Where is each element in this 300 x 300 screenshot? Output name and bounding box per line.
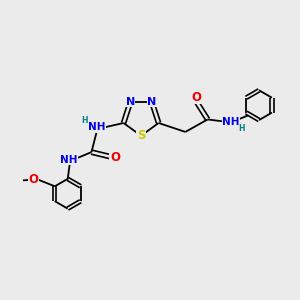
Text: N: N (126, 97, 135, 107)
Text: N: N (147, 97, 157, 107)
Text: NH: NH (60, 155, 78, 165)
Text: O: O (110, 151, 120, 164)
Text: H: H (82, 116, 88, 124)
Text: O: O (28, 173, 38, 186)
Text: NH: NH (222, 117, 240, 128)
Text: S: S (137, 129, 145, 142)
Text: NH: NH (88, 122, 106, 133)
Text: O: O (191, 91, 201, 103)
Text: H: H (238, 124, 245, 134)
